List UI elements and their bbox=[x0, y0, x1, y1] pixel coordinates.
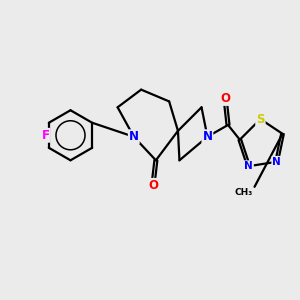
Text: N: N bbox=[202, 130, 212, 143]
Text: CH₃: CH₃ bbox=[235, 188, 253, 197]
Text: O: O bbox=[148, 179, 158, 192]
Text: F: F bbox=[41, 129, 50, 142]
Text: N: N bbox=[129, 130, 139, 143]
Text: O: O bbox=[220, 92, 230, 105]
Text: N: N bbox=[272, 157, 281, 167]
Text: N: N bbox=[244, 161, 253, 171]
Text: S: S bbox=[256, 112, 265, 126]
